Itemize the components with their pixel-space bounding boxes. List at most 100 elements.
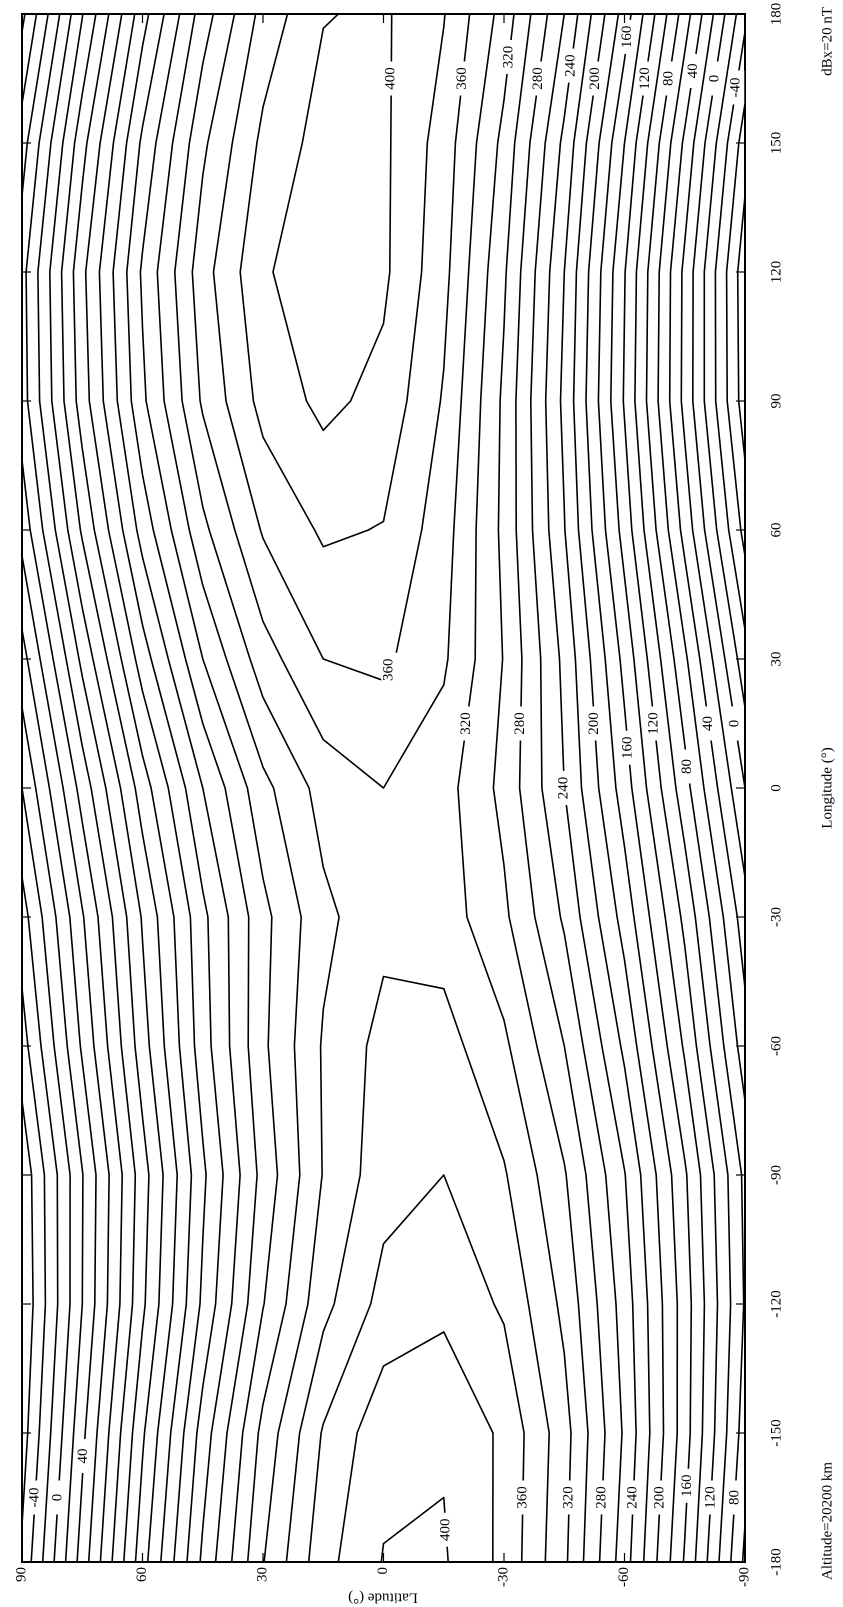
contour-label: 80 xyxy=(726,1490,742,1505)
contour-label-bg xyxy=(685,53,702,88)
contour-line xyxy=(21,13,746,1563)
contour-label-bg xyxy=(514,1480,531,1515)
contour-label-bg xyxy=(661,61,678,96)
contour-label: 360 xyxy=(514,1486,530,1509)
contour-label: 240 xyxy=(562,54,578,77)
contour-label-bg xyxy=(620,730,637,765)
contour-line xyxy=(21,13,746,1563)
contour-label-bg xyxy=(637,61,654,96)
contour-label-bg xyxy=(646,706,663,741)
contour-label-bg xyxy=(437,1512,454,1547)
contour-label-bg xyxy=(587,61,604,96)
contour-label: 160 xyxy=(679,1475,695,1498)
x-tick-label: 30 xyxy=(768,652,784,667)
contour-label-bg xyxy=(652,1480,669,1515)
contour-label: 80 xyxy=(679,759,695,774)
contour-label: 200 xyxy=(587,67,603,90)
contour-label-bg xyxy=(594,1480,611,1515)
contour-label: 280 xyxy=(512,712,528,735)
contour-line xyxy=(239,13,494,1563)
contour-line xyxy=(191,13,550,1563)
x-tick-label: 180 xyxy=(768,3,784,26)
x-tick-label: 0 xyxy=(768,784,784,792)
contour-label-bg xyxy=(50,1480,67,1515)
contour-label: 0 xyxy=(706,75,722,83)
contour-label-bg xyxy=(454,61,471,96)
contour-label-bg xyxy=(381,652,398,687)
contour-labels: -40 -40 0 0 0 40 40 40 80 80 80 120 120 120 160 160 160 2… xyxy=(27,19,745,1547)
y-tick-label: 90 xyxy=(13,1567,29,1582)
contours xyxy=(21,13,746,1563)
contour-label: 200 xyxy=(652,1486,668,1509)
x-tick-label: 90 xyxy=(768,394,784,409)
contour-label: 160 xyxy=(619,26,635,49)
x-tick-label: -90 xyxy=(768,1165,784,1185)
x-tick-label: -60 xyxy=(768,1036,784,1056)
contour-line xyxy=(21,13,746,1563)
contour-label-bg xyxy=(512,706,529,741)
y-axis-label: Latitude (°) xyxy=(348,1590,418,1606)
contour-label: 240 xyxy=(556,777,572,800)
y-tick-label: -60 xyxy=(616,1567,632,1587)
contour-label: 240 xyxy=(625,1486,641,1509)
y-tick-label: -30 xyxy=(495,1567,511,1587)
contour-label-bg xyxy=(706,61,723,96)
contour-label: 280 xyxy=(594,1486,610,1509)
contour-label-bg xyxy=(561,1480,578,1515)
contour-label: 0 xyxy=(50,1494,66,1502)
contour-label: -40 xyxy=(728,77,744,97)
contour-label: 400 xyxy=(383,67,399,90)
x-tick-label: -120 xyxy=(768,1290,784,1318)
y-tick-label: 0 xyxy=(375,1567,391,1575)
contour-label-bg xyxy=(556,771,573,805)
contour-label-bg xyxy=(75,1439,92,1474)
contour-label: 160 xyxy=(620,736,636,759)
contour-label-bg xyxy=(530,61,547,96)
x-tick-label: 60 xyxy=(768,523,784,538)
contour-line xyxy=(126,13,623,1563)
y-tick-label: 60 xyxy=(134,1567,150,1582)
contour-label: 200 xyxy=(586,712,602,735)
contour-label-bg xyxy=(726,1480,743,1515)
x-tick-label: -30 xyxy=(768,907,784,927)
contour-label: 320 xyxy=(458,712,474,735)
contour-label-bg xyxy=(700,706,717,741)
contour-label-bg xyxy=(726,706,743,741)
contour-label: 320 xyxy=(561,1486,577,1509)
x-tick-label: 120 xyxy=(768,261,784,284)
contour-line xyxy=(156,13,589,1563)
contour-label: 40 xyxy=(75,1449,91,1464)
contour-label-bg xyxy=(625,1480,642,1515)
contour-label: 80 xyxy=(660,71,676,86)
annotation: Altitude=20200 km xyxy=(819,1462,835,1580)
contour-line xyxy=(21,102,746,1526)
contour-label: 120 xyxy=(702,1486,718,1509)
contour-label-bg xyxy=(679,1468,696,1503)
contour-label: -40 xyxy=(27,1488,43,1508)
contour-label: 280 xyxy=(530,67,546,90)
x-tick-label: 150 xyxy=(768,132,784,155)
contour-label-bg xyxy=(728,70,745,105)
x-tick-label: -150 xyxy=(768,1419,784,1447)
contour-line xyxy=(49,13,706,1563)
contour-label-bg xyxy=(27,1480,44,1515)
contour-label-bg xyxy=(501,40,518,74)
contour-label-bg xyxy=(619,19,636,54)
contour-label: 320 xyxy=(500,46,516,69)
x-axis-label: Longitude (°) xyxy=(819,747,835,828)
contour-label: 120 xyxy=(637,67,653,90)
contour-label-bg xyxy=(458,706,475,741)
contour-label-bg xyxy=(702,1480,719,1515)
contour-label-bg xyxy=(383,61,400,96)
contour-label: 360 xyxy=(381,659,397,682)
y-tick-label: -90 xyxy=(736,1567,752,1587)
contour-label: 360 xyxy=(454,67,470,90)
contour-label: 40 xyxy=(700,716,716,731)
contour-label: 0 xyxy=(726,720,742,728)
contour-line xyxy=(98,13,651,1563)
y-tick-label: 30 xyxy=(254,1567,270,1582)
x-tick-label: -180 xyxy=(768,1548,784,1576)
contour-line xyxy=(25,13,732,1563)
